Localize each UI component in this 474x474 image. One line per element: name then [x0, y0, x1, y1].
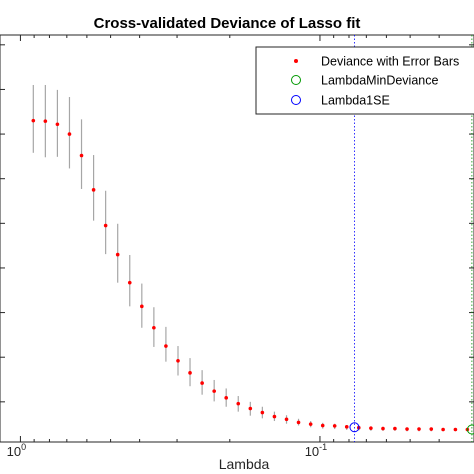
data-point: [152, 325, 156, 330]
lambda-markers: [349, 422, 474, 435]
data-point: [393, 426, 397, 431]
legend-item-deviance: Deviance with Error Bars: [294, 55, 459, 69]
data-point: [91, 188, 96, 192]
data-point: [115, 252, 120, 257]
data-point: [260, 410, 265, 415]
data-point: [176, 358, 180, 363]
data-point: [296, 420, 301, 425]
data-point: [224, 396, 228, 400]
lambda-1se-marker: [349, 422, 360, 433]
data-point: [405, 427, 409, 431]
data-point: [417, 427, 421, 431]
data-point: [164, 344, 168, 348]
legend-label-lambda-min: LambdaMinDeviance: [321, 74, 438, 88]
data-point: [212, 389, 216, 393]
data-point: [55, 122, 60, 127]
data-point: [31, 118, 36, 123]
data-point: [332, 424, 337, 428]
data-point: [188, 371, 192, 375]
legend-label-deviance: Deviance with Error Bars: [321, 55, 459, 69]
data-point: [248, 406, 253, 411]
x-axis-label: Lambda: [219, 456, 270, 472]
legend-item-lambda-1se: Lambda1SE: [291, 94, 390, 108]
data-point: [43, 119, 48, 123]
x-tick-label: 10-1: [305, 442, 327, 459]
data-points: [31, 118, 470, 432]
data-point: [344, 425, 349, 429]
legend-label-lambda-1se: Lambda1SE: [321, 94, 390, 108]
data-point: [381, 426, 385, 431]
data-point: [127, 280, 132, 285]
data-point: [453, 427, 458, 432]
data-point: [272, 414, 277, 419]
data-point: [236, 401, 241, 406]
legend-green-circle-icon: [291, 75, 301, 85]
data-point: [140, 304, 144, 309]
data-point: [308, 422, 313, 426]
data-point: [284, 417, 289, 422]
legend-item-lambda-min: LambdaMinDeviance: [291, 74, 438, 88]
legend-red-dot-icon: [294, 59, 298, 63]
data-point: [320, 423, 325, 428]
legend-blue-circle-icon: [291, 95, 301, 105]
data-point: [67, 132, 72, 136]
data-point: [441, 427, 445, 432]
legend: Deviance with Error Bars LambdaMinDevian…: [255, 46, 474, 115]
x-tick-label: 100: [7, 442, 26, 459]
data-point: [369, 426, 373, 430]
x-axis-ticks: 100 10-1: [7, 35, 440, 459]
data-point: [103, 223, 108, 228]
chart-title: Cross-validated Deviance of Lasso fit: [94, 15, 361, 32]
data-point: [429, 427, 434, 431]
data-point: [200, 381, 204, 385]
lambda-min-deviance-marker: [466, 424, 474, 435]
data-point: [79, 153, 84, 158]
